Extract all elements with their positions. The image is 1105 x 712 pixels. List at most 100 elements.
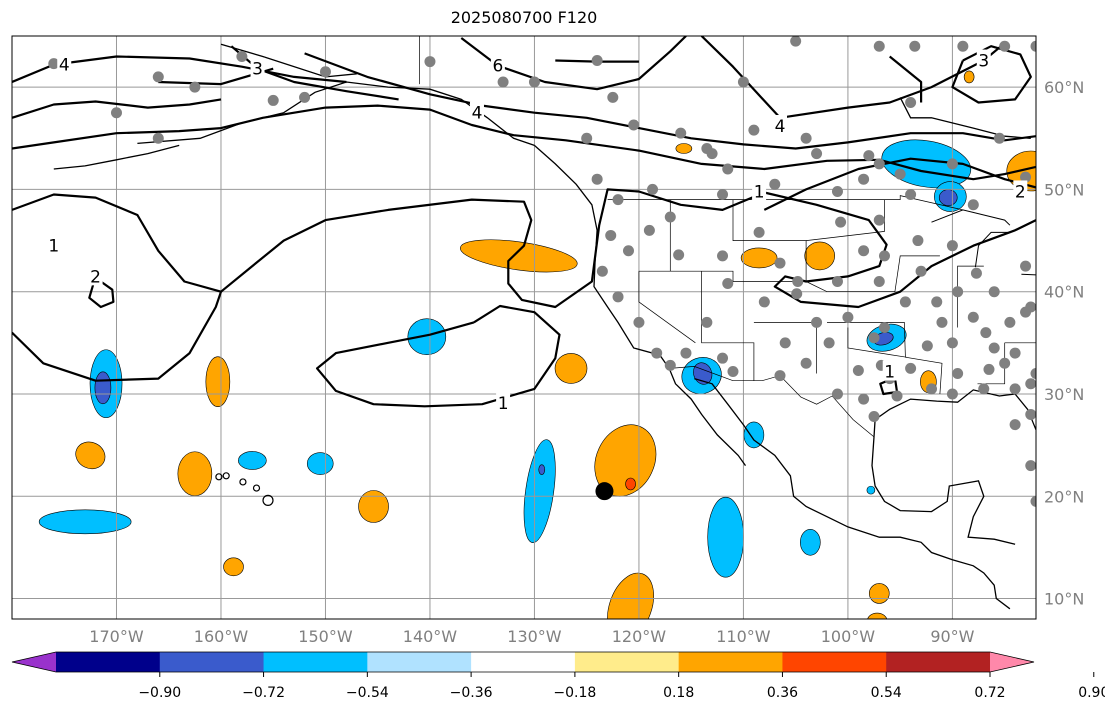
colorbar-segment bbox=[367, 652, 472, 672]
station-point bbox=[912, 235, 924, 247]
station-point bbox=[905, 96, 917, 108]
station-point bbox=[999, 357, 1011, 369]
station-point bbox=[758, 296, 770, 308]
negative-anomaly-region bbox=[238, 451, 267, 470]
contour-line bbox=[12, 188, 1036, 309]
station-point bbox=[899, 296, 911, 308]
station-point bbox=[769, 178, 781, 190]
station-point bbox=[612, 291, 624, 303]
colorbar-tick-label: −0.72 bbox=[242, 685, 285, 701]
station-point bbox=[612, 194, 624, 206]
station-point bbox=[737, 76, 749, 88]
station-point bbox=[988, 286, 1000, 298]
map-frame bbox=[11, 35, 1037, 620]
station-point bbox=[1020, 171, 1032, 183]
colorbar-tick-label: 0.90 bbox=[1078, 685, 1105, 701]
colorbar-outline bbox=[11, 651, 1035, 673]
station-point bbox=[978, 383, 990, 395]
contour-label-bg bbox=[752, 180, 767, 201]
contour-label: 3 bbox=[252, 60, 263, 80]
station-point bbox=[852, 364, 864, 376]
station-point bbox=[1030, 495, 1036, 507]
coastline bbox=[53, 144, 180, 170]
station-point bbox=[970, 267, 982, 279]
station-point bbox=[800, 357, 812, 369]
station-point bbox=[936, 316, 948, 328]
lon-tick-label: 130°W bbox=[507, 627, 562, 646]
positive-anomaly-region bbox=[868, 583, 890, 604]
contour-label: 4 bbox=[472, 104, 483, 124]
station-point bbox=[878, 322, 890, 333]
strong-negative-anomaly-region bbox=[538, 464, 546, 475]
station-point bbox=[858, 245, 870, 257]
coastline bbox=[871, 436, 1016, 545]
station-point bbox=[858, 393, 870, 405]
station-layer bbox=[48, 36, 1036, 507]
station-point bbox=[591, 173, 603, 185]
negative-anomaly-region bbox=[523, 439, 556, 543]
station-point bbox=[993, 132, 1005, 144]
contour-label-bg bbox=[88, 265, 103, 286]
coastline bbox=[899, 97, 1031, 139]
station-point bbox=[664, 359, 676, 371]
contour-label-bg bbox=[1013, 180, 1028, 201]
station-point bbox=[792, 275, 804, 287]
longitude-axis: 170°W 160°W 150°W 140°W 130°W 120°W 110°W 100°W… bbox=[89, 627, 974, 646]
station-point bbox=[800, 132, 812, 144]
lat-tick-label: 10°N bbox=[1044, 590, 1084, 609]
contour-label-bg bbox=[976, 49, 991, 70]
colorbar-segment bbox=[263, 652, 368, 672]
station-point bbox=[868, 332, 880, 344]
hawaii-island bbox=[239, 478, 247, 486]
station-point bbox=[999, 40, 1011, 52]
lon-tick-label: 90°W bbox=[930, 627, 974, 646]
station-point bbox=[622, 245, 634, 257]
station-point bbox=[811, 148, 823, 160]
coastline bbox=[220, 43, 357, 78]
strong-positive-anomaly-region bbox=[625, 477, 636, 491]
station-point bbox=[905, 362, 917, 374]
station-point bbox=[967, 199, 979, 211]
positive-anomaly-region bbox=[223, 557, 244, 577]
station-point bbox=[1025, 460, 1036, 472]
colorbar-tick-label: −0.54 bbox=[346, 685, 389, 701]
colorbar-segment bbox=[56, 652, 161, 672]
station-point bbox=[831, 275, 843, 287]
station-point bbox=[528, 76, 540, 88]
station-point bbox=[1020, 260, 1032, 272]
station-point bbox=[790, 36, 802, 47]
station-point bbox=[1035, 433, 1036, 437]
lon-tick-label: 160°W bbox=[194, 627, 249, 646]
contour-line bbox=[12, 291, 223, 382]
contour-label-bg bbox=[46, 234, 61, 255]
station-point bbox=[717, 250, 729, 262]
station-point bbox=[607, 91, 619, 103]
contour-label-bg bbox=[882, 360, 897, 381]
lat-tick-label: 60°N bbox=[1044, 78, 1084, 97]
station-point bbox=[680, 347, 692, 359]
station-point bbox=[791, 288, 803, 300]
strong-negative-anomaly-region bbox=[938, 189, 958, 206]
station-point bbox=[628, 119, 640, 131]
coastline bbox=[533, 144, 747, 466]
negative-anomaly-region bbox=[407, 318, 447, 356]
station-point bbox=[717, 352, 729, 364]
contour-line bbox=[889, 55, 923, 103]
contour-layer bbox=[12, 36, 1036, 408]
station-point bbox=[835, 216, 847, 228]
positive-anomaly-region bbox=[740, 247, 778, 269]
station-point bbox=[863, 150, 875, 162]
negative-anomaly-region bbox=[38, 509, 132, 535]
station-point bbox=[983, 363, 995, 375]
coastline bbox=[694, 377, 1011, 610]
political-border bbox=[701, 271, 755, 381]
station-point bbox=[831, 185, 843, 197]
contour-line bbox=[12, 104, 1036, 181]
colorbar-segment bbox=[159, 652, 265, 672]
lat-tick-label: 50°N bbox=[1044, 180, 1084, 199]
station-point bbox=[701, 143, 713, 155]
station-point bbox=[152, 71, 164, 83]
station-point bbox=[753, 226, 765, 238]
station-point bbox=[873, 158, 885, 170]
